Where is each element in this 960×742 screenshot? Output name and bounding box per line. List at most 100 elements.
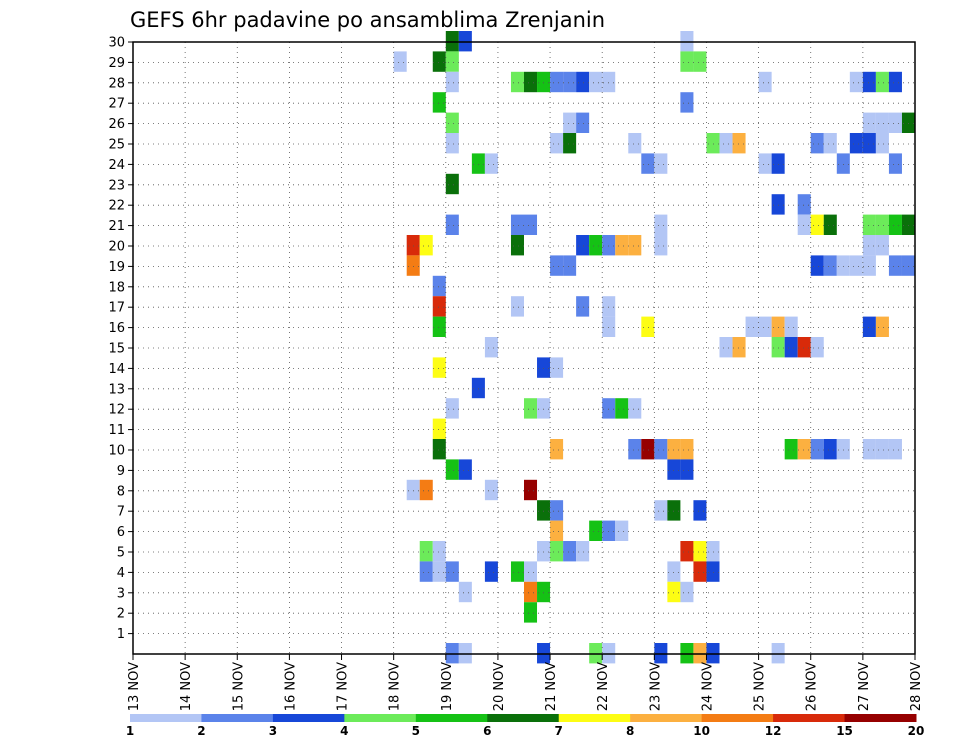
precip-cell [641, 316, 655, 337]
precip-cell [888, 255, 902, 276]
precip-cell [654, 643, 668, 664]
precip-cell [602, 316, 616, 337]
precip-cell [510, 235, 524, 256]
precip-cell [849, 71, 863, 93]
precip-cell [576, 541, 590, 562]
precip-cell [875, 112, 889, 133]
precip-cell [589, 235, 603, 256]
precip-cell [445, 112, 459, 133]
precip-cell [771, 194, 785, 215]
precip-cell [667, 459, 681, 480]
precip-cell [706, 541, 720, 562]
precip-cell [432, 296, 446, 317]
x-tick-label: 16 NOV [283, 662, 298, 711]
precip-cell [445, 398, 459, 419]
precip-cell [771, 643, 785, 664]
y-tick-label: 9 [117, 464, 125, 479]
precip-cell [680, 31, 694, 52]
precip-cell [875, 214, 889, 235]
precip-cells [393, 31, 915, 664]
precip-cell [510, 214, 524, 235]
precip-cell [419, 561, 433, 582]
x-tick-label: 14 NOV [179, 662, 194, 711]
precip-cell [445, 459, 459, 480]
precip-cell [576, 112, 590, 133]
precip-cell [432, 439, 446, 460]
precip-cell [784, 316, 798, 337]
precip-cell [445, 133, 459, 154]
precip-cell [537, 357, 551, 378]
y-tick-label: 25 [108, 138, 125, 153]
x-tick-label: 15 NOV [231, 662, 246, 711]
precip-cell [680, 92, 694, 113]
precip-cell [576, 296, 590, 317]
precip-cell [537, 541, 551, 562]
precip-cell [680, 459, 694, 480]
y-axis-ticks: 1234567891011121314151617181920212223242… [108, 36, 133, 642]
precip-cell [810, 255, 824, 276]
precip-cell [693, 500, 707, 521]
colorbar-segment [630, 714, 703, 722]
precip-cell [628, 235, 642, 256]
colorbar-segment [130, 714, 202, 722]
y-tick-label: 7 [117, 505, 125, 520]
precip-cell [849, 255, 863, 276]
precip-cell [732, 133, 746, 154]
precip-cell [823, 214, 837, 235]
precip-cell [667, 581, 681, 603]
precip-cell [432, 541, 446, 562]
precip-cell [550, 71, 564, 93]
precip-cell [719, 337, 733, 358]
colorbar-segment [272, 714, 345, 722]
precip-cell [888, 71, 902, 93]
precip-cell [510, 561, 524, 582]
colorbar-segment [344, 714, 417, 722]
precip-cell [576, 235, 590, 256]
y-tick-label: 6 [117, 525, 125, 540]
chart-title: GEFS 6hr padavine po ansamblima Zrenjani… [130, 8, 605, 32]
y-tick-label: 14 [108, 362, 125, 377]
precip-cell [524, 398, 538, 419]
precip-cell [563, 71, 577, 93]
colorbar-segment [844, 714, 917, 722]
precip-cell [628, 439, 642, 460]
precip-cell [458, 31, 472, 52]
precip-cell [432, 275, 446, 297]
precip-cell [537, 71, 551, 93]
precip-cell [537, 581, 551, 603]
precip-cell [471, 377, 485, 399]
precip-cell [862, 439, 876, 460]
precip-cell [901, 214, 915, 235]
precip-cell [784, 439, 798, 460]
precip-cell [758, 153, 772, 174]
colorbar-label: 4 [340, 724, 348, 738]
precip-cell [667, 439, 681, 460]
precip-cell [888, 214, 902, 235]
precip-cell [510, 296, 524, 317]
y-tick-label: 8 [117, 484, 125, 499]
precip-cell [445, 643, 459, 664]
colorbar-segment [701, 714, 774, 722]
precip-cell [888, 112, 902, 133]
precip-cell [875, 316, 889, 337]
precip-cell [888, 439, 902, 460]
precip-cell [524, 71, 538, 93]
precip-cell [406, 235, 420, 256]
precip-cell [615, 398, 629, 419]
precip-cell [654, 214, 668, 235]
precip-cell [524, 214, 538, 235]
precip-cell [432, 316, 446, 337]
precip-cell [654, 153, 668, 174]
precip-cell [693, 541, 707, 562]
precip-cell [771, 153, 785, 174]
precip-cell [836, 439, 850, 460]
colorbar: 1 2 3 4 5 6 7 8 10 12 15 20 [126, 714, 924, 738]
precip-cell [602, 71, 616, 93]
precip-cell [797, 337, 811, 358]
precip-cell [602, 235, 616, 256]
precip-cell [524, 479, 538, 501]
x-tick-label: 17 NOV [336, 662, 351, 711]
precip-cell [810, 214, 824, 235]
precip-cell [888, 153, 902, 174]
